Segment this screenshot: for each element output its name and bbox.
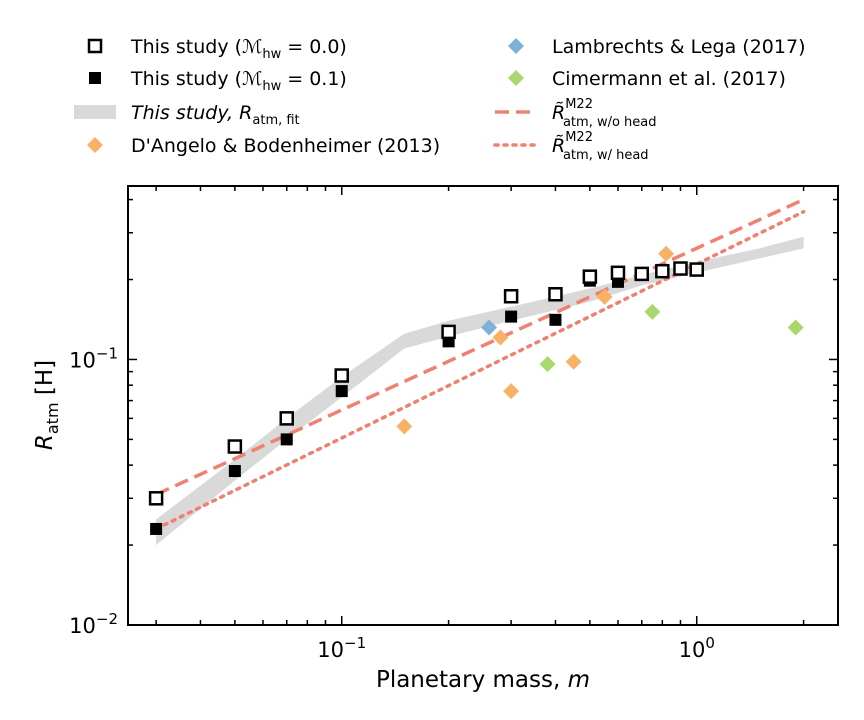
filled-square-point [150, 522, 163, 535]
literature-point [492, 329, 509, 346]
legend-entry-cimermann: Cimermann et al. (2017) [508, 68, 786, 90]
legend-label-sub: hw [262, 47, 281, 62]
legend-label-sup: M22 [565, 130, 593, 145]
y-axis-title-var: R [32, 434, 58, 450]
legend-label: This study, Ratm, fit [131, 102, 300, 128]
legend-entry-dotted: R̃M22 atm, w/ head [493, 130, 649, 163]
y-tick-label: 10−2 [69, 610, 118, 638]
filled-square-point [549, 313, 562, 326]
filled-square-point [505, 310, 518, 323]
legend-marker-filled-square [89, 72, 101, 84]
open-square-point [689, 262, 704, 277]
fit-band [156, 236, 804, 546]
legend-label-text: This study, R [131, 102, 252, 124]
open-square-point [334, 368, 349, 383]
legend-marker-open-square [87, 38, 103, 54]
legend-label-sup: M22 [565, 97, 593, 112]
legend-entry-band: This study, Ratm, fit [74, 102, 300, 128]
open-square-point [279, 411, 294, 426]
filled-square-point [228, 465, 241, 478]
literature-point [596, 288, 613, 305]
literature-point [658, 245, 675, 262]
legend-label-text: R̃ [552, 102, 565, 124]
legend-label-text: This study (ℳ [130, 36, 262, 58]
legend-label-sub: atm, fit [252, 113, 299, 128]
y-axis-title-sub: atm [43, 402, 62, 434]
x-tick-label-base: 10 [317, 638, 344, 662]
open-square-point [610, 265, 626, 281]
y-tick-label-exp: −2 [96, 610, 118, 628]
filled-square-point [335, 385, 348, 398]
literature-point [565, 353, 582, 370]
model-line-without-head [155, 197, 805, 497]
legend-marker-band [74, 105, 116, 119]
literature-point [644, 303, 661, 320]
legend-entry-open: This study (ℳhw = 0.0) [87, 36, 347, 62]
literature-point [539, 356, 556, 373]
legend-marker-diamond [508, 70, 524, 86]
legend-label-sub: atm, w/ head [563, 148, 649, 163]
open-square-point [227, 439, 243, 454]
x-tick-label-exp: −1 [344, 634, 366, 652]
legend-entry-dashed: R̃M22 atm, w/o head [495, 97, 657, 130]
legend-marker-diamond [508, 38, 524, 54]
legend-entry-filled: This study (ℳhw = 0.1) [89, 68, 347, 94]
open-square-point [441, 324, 456, 340]
legend-label: This study (ℳhw = 0.1) [130, 68, 347, 94]
open-square-point [582, 269, 598, 284]
legend-label-text: This study (ℳ [130, 68, 262, 90]
legend-label: Cimermann et al. (2017) [552, 68, 786, 90]
legend-label-text: Lambrechts & Lega (2017) [552, 36, 805, 58]
y-tick-label-base: 10 [69, 614, 96, 638]
model-line-with-head [154, 209, 806, 531]
x-axis-title-var: m [568, 667, 590, 693]
literature-point [396, 418, 413, 435]
legend: This study (ℳhw = 0.0)This study (ℳhw = … [74, 36, 805, 163]
literature-point [503, 383, 520, 400]
legend-entry-lambrechts: Lambrechts & Lega (2017) [508, 36, 805, 58]
plot-content [148, 197, 806, 546]
open-square-point [673, 261, 688, 276]
legend-label: This study (ℳhw = 0.0) [130, 36, 347, 62]
y-tick-label-exp: −1 [96, 344, 118, 362]
x-axis-title: Planetary mass, m [376, 667, 590, 693]
x-tick-label-exp: 0 [705, 634, 715, 652]
legend-label-text: R̃ [552, 135, 565, 157]
x-tick-label: 100 [679, 634, 715, 662]
legend-label: Lambrechts & Lega (2017) [552, 36, 805, 58]
y-tick-label-base: 10 [69, 348, 96, 372]
legend-label-text: Cimermann et al. (2017) [552, 68, 786, 90]
y-tick-label: 10−1 [69, 344, 118, 372]
legend-label-sub: hw [262, 79, 281, 94]
legend-label-tail: = 0.0) [281, 36, 347, 58]
legend-label: R̃M22 atm, w/ head [552, 130, 649, 163]
open-square-point [634, 266, 649, 282]
legend-label: R̃M22 atm, w/o head [552, 97, 657, 130]
x-tick-label: 10−1 [317, 634, 366, 662]
y-axis-title: Ratm [H] [32, 360, 62, 450]
legend-label-sub: atm, w/o head [563, 115, 657, 130]
legend-label-text: D'Angelo & Bodenheimer (2013) [131, 135, 440, 157]
open-square-point [548, 287, 563, 302]
x-axis-title-text: Planetary mass, [376, 667, 568, 693]
y-axis-title-unit: [H] [32, 360, 58, 403]
open-square-point [503, 288, 519, 304]
x-tick-label-base: 10 [679, 638, 706, 662]
legend-marker-diamond [87, 137, 103, 153]
literature-point [787, 319, 804, 336]
open-square-point [655, 263, 670, 279]
filled-square-point [280, 433, 293, 446]
literature-point [481, 319, 498, 336]
legend-entry-dangelo: D'Angelo & Bodenheimer (2013) [87, 135, 440, 157]
open-square-point [148, 491, 164, 506]
legend-label-tail: = 0.1) [281, 68, 347, 90]
legend-label: D'Angelo & Bodenheimer (2013) [131, 135, 440, 157]
plot-frame [127, 185, 839, 626]
